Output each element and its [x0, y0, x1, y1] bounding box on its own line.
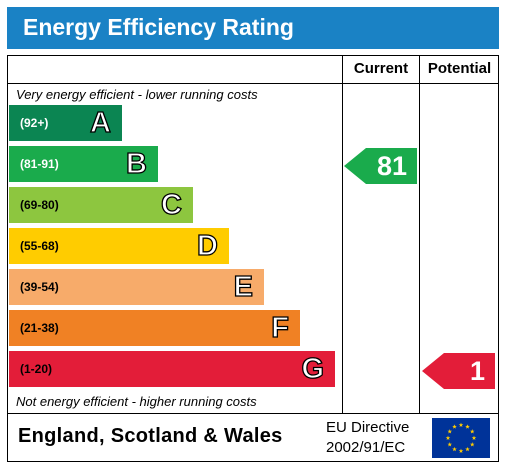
rating-frame [7, 55, 499, 462]
flag-star [447, 429, 453, 434]
current-arrow-shape [344, 148, 417, 184]
band-range-a: (92+) [20, 116, 49, 130]
band-letter-c: C [160, 188, 182, 221]
potential-rating-value: 1 [469, 356, 485, 386]
header-bar: Energy Efficiency Rating [7, 7, 499, 49]
band-a: (92+) A [9, 105, 122, 141]
note-bottom: Not energy efficient - higher running co… [16, 394, 257, 409]
column-current: Current [353, 60, 409, 77]
eu-directive-line1: EU Directive [326, 419, 410, 436]
flag-star [465, 446, 470, 452]
band-letter-a: A [89, 106, 111, 139]
band-range-d: (55-68) [20, 239, 59, 253]
band-letter-g: G [301, 352, 325, 385]
band-range-b: (81-91) [20, 157, 59, 171]
column-potential: Potential [427, 60, 492, 77]
band-range-e: (39-54) [20, 280, 59, 294]
current-rating-value: 81 [376, 151, 407, 181]
eu-directive-line2: 2002/91/EC [326, 439, 406, 456]
band-c: (69-80) C [9, 187, 193, 223]
band-letter-f: F [271, 311, 290, 344]
band-b: (81-91) B [9, 146, 158, 182]
flag-star [447, 442, 453, 447]
flag-star [452, 446, 457, 452]
flag-star [458, 422, 464, 427]
flag-star [458, 448, 464, 453]
flag-star [471, 435, 477, 440]
current-rating-arrow: 81 [344, 148, 417, 184]
band-letter-d: D [196, 229, 218, 262]
header-rule [7, 83, 499, 84]
note-top: Very energy efficient - lower running co… [16, 87, 258, 102]
potential-rating-arrow: 1 [422, 353, 495, 389]
flag-star [452, 424, 457, 429]
flag-star [469, 442, 475, 447]
footer-rule [7, 413, 499, 414]
divider-potential [419, 55, 420, 414]
chart-title: Energy Efficiency Rating [23, 14, 294, 40]
band-e: (39-54) E [9, 269, 264, 305]
flag-star [465, 424, 470, 429]
flag-star [445, 435, 451, 440]
band-letter-e: E [233, 270, 254, 303]
potential-arrow-shape [422, 353, 495, 389]
band-range-g: (1-20) [20, 362, 53, 376]
band-letter-b: B [125, 147, 147, 180]
band-g: (1-20) G [9, 351, 335, 387]
flag-star [469, 429, 475, 434]
footer-region: England, Scotland & Wales [18, 425, 283, 447]
band-range-c: (69-80) [20, 198, 59, 212]
band-d: (55-68) D [9, 228, 229, 264]
band-f: (21-38) F [9, 310, 300, 346]
eu-flag-icon [432, 418, 490, 458]
band-range-f: (21-38) [20, 321, 59, 335]
divider-current [342, 55, 343, 414]
